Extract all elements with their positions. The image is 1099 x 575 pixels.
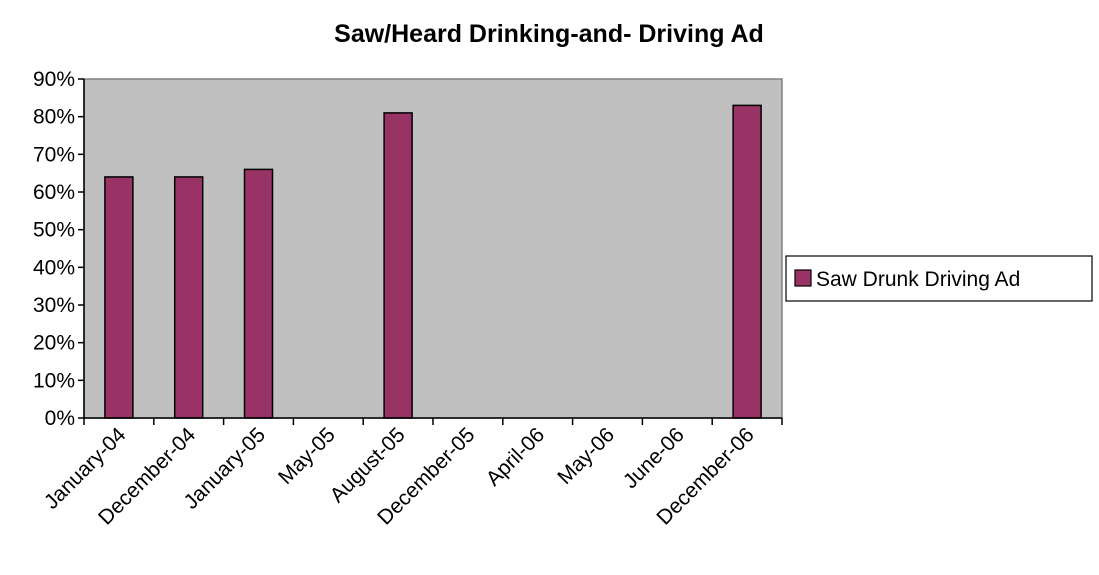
y-tick-label: 50% — [33, 219, 75, 242]
y-tick-label: 60% — [33, 181, 75, 204]
x-tick-label: May-06 — [553, 423, 619, 489]
bar-august-05 — [383, 112, 413, 419]
x-tick-label: June-06 — [619, 423, 689, 493]
bar-december-04 — [173, 176, 204, 419]
y-tick-label: 0% — [45, 407, 75, 430]
legend-box — [785, 255, 1093, 302]
legend-label: Saw Drunk Driving Ad — [816, 268, 1020, 291]
chart-title: Saw/Heard Drinking-and- Driving Ad — [334, 20, 764, 48]
x-tick-label: April-06 — [482, 423, 549, 490]
y-tick-label: 70% — [33, 143, 75, 166]
y-tick-label: 30% — [33, 294, 75, 317]
bars — [104, 104, 762, 419]
y-tick-label: 10% — [33, 369, 75, 392]
y-tick-label: 20% — [33, 332, 75, 355]
y-tick-label: 80% — [33, 106, 75, 129]
legend-swatch — [794, 269, 812, 287]
y-tick-label: 90% — [33, 68, 75, 91]
legend: Saw Drunk Driving Ad — [785, 255, 1093, 302]
y-axis: 0% 10% 20% 30% 40% 50% 60% 70% 80% 90% — [33, 68, 85, 430]
bar-december-06 — [732, 104, 762, 419]
x-tick-label: May-05 — [274, 423, 340, 489]
bar-january-04 — [104, 176, 134, 419]
y-tick-label: 40% — [33, 256, 75, 279]
bar-january-05 — [243, 168, 274, 419]
